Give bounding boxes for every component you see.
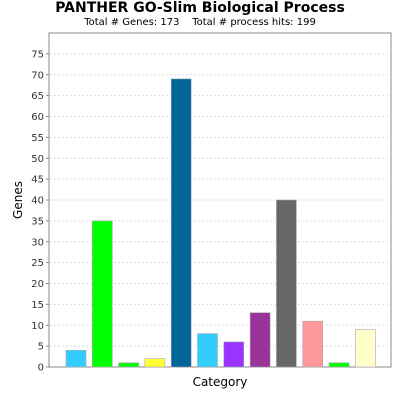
y-tick-label: 10: [31, 321, 44, 332]
y-tick-label: 35: [31, 216, 44, 227]
y-tick-label: 40: [31, 196, 44, 207]
bar-1[interactable]: [65, 349, 87, 368]
chart-subtitle: Total # Genes: 173 Total # process hits:…: [84, 17, 316, 28]
y-axis-ticks: 0 5 10 15 20 25 30 35 40 45 50 55 60 65 70 75: [31, 49, 49, 374]
y-axis-label: Genes: [11, 181, 25, 219]
y-tick-label: 45: [31, 175, 44, 186]
y-tick-label: 0: [38, 363, 44, 374]
bar-3[interactable]: [118, 362, 139, 368]
bar-4[interactable]: [144, 358, 166, 368]
y-tick-label: 50: [31, 154, 44, 165]
bar-12[interactable]: [354, 329, 376, 368]
y-tick-label: 65: [31, 91, 44, 102]
bar-2[interactable]: [92, 220, 113, 368]
y-tick-label: 60: [31, 112, 44, 123]
y-tick-label: 30: [31, 237, 44, 248]
chart-title: PANTHER GO-Slim Biological Process: [55, 0, 345, 16]
bar-9[interactable]: [276, 199, 297, 368]
y-tick-label: 15: [31, 300, 44, 311]
y-tick-label: 55: [31, 133, 44, 144]
bar-8[interactable]: [249, 312, 271, 368]
bar-11[interactable]: [328, 362, 350, 368]
bar-6[interactable]: [197, 333, 218, 368]
y-tick-label: 75: [31, 49, 44, 60]
bar-7[interactable]: [223, 341, 245, 368]
y-tick-label: 20: [31, 279, 44, 290]
bar-10[interactable]: [302, 320, 324, 368]
y-tick-label: 70: [31, 70, 44, 81]
y-tick-label: 5: [38, 342, 44, 353]
bar-5[interactable]: [170, 78, 192, 368]
y-tick-label: 25: [31, 258, 44, 269]
x-axis-label: Category: [193, 375, 248, 389]
bars: [65, 78, 376, 368]
